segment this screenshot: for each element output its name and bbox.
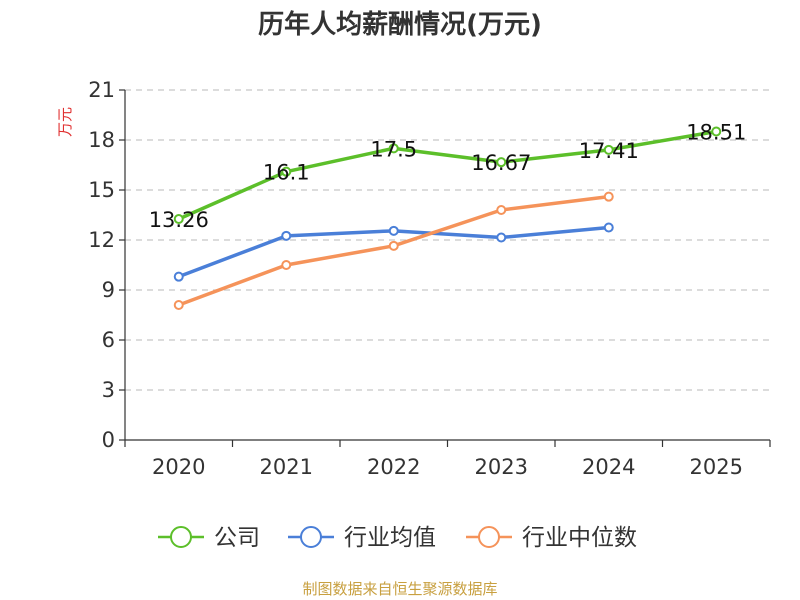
x-tick-label-2024: 2024 bbox=[582, 455, 635, 479]
series-0-point-2023[interactable] bbox=[496, 157, 507, 168]
data-labels: 13.26 16.1 17.5 16.67 17.41 18.51 bbox=[149, 121, 747, 233]
legend-marker-0 bbox=[170, 526, 192, 548]
data-label-2020: 13.26 bbox=[149, 208, 209, 232]
series-layer bbox=[173, 126, 722, 310]
axes: 0 3 6 9 12 15 18 21 2020 2021 2022 2023 2024 2025 bbox=[88, 78, 771, 479]
y-tick-label-3: 3 bbox=[102, 378, 115, 402]
y-tick-label-0: 0 bbox=[102, 428, 115, 452]
series-2-point-2024[interactable] bbox=[603, 191, 614, 202]
x-tick-label-2025: 2025 bbox=[690, 455, 743, 479]
grid-lines bbox=[125, 89, 770, 391]
series-1-point-2024[interactable] bbox=[603, 222, 614, 233]
data-label-2025: 18.51 bbox=[686, 121, 746, 145]
series-0-point-2025[interactable] bbox=[711, 126, 722, 137]
legend-marker-1 bbox=[300, 526, 322, 548]
series-1-point-2020[interactable] bbox=[173, 271, 184, 282]
series-2-point-2020[interactable] bbox=[173, 300, 184, 310]
data-label-2022: 17.5 bbox=[370, 137, 417, 161]
series-1-point-2023[interactable] bbox=[496, 232, 507, 243]
series-2-point-2021[interactable] bbox=[281, 260, 292, 270]
y-tick-label-18: 18 bbox=[88, 128, 115, 152]
legend-label-1[interactable]: 行业均值 bbox=[344, 525, 436, 551]
x-tick-label-2022: 2022 bbox=[367, 455, 420, 479]
series-line-0 bbox=[178, 129, 717, 221]
x-tick-label-2023: 2023 bbox=[475, 455, 528, 479]
series-0-point-2020[interactable] bbox=[173, 214, 184, 224]
legend-label-2[interactable]: 行业中位数 bbox=[522, 525, 637, 551]
legend-marker-2 bbox=[478, 526, 500, 548]
legend[interactable]: 公司 行业均值 行业中位数 bbox=[158, 525, 637, 551]
y-tick-label-9: 9 bbox=[102, 278, 115, 302]
series-1-point-2022[interactable] bbox=[388, 225, 399, 236]
x-tick-label-2021: 2021 bbox=[260, 455, 313, 479]
source-note: 制图数据来自恒生聚源数据库 bbox=[302, 580, 497, 598]
y-tick-label-6: 6 bbox=[102, 328, 115, 352]
data-label-2023: 16.67 bbox=[471, 151, 531, 175]
y-axis-label: 万元 bbox=[56, 107, 74, 137]
y-tick-label-21: 21 bbox=[88, 78, 115, 102]
series-0-point-2022[interactable] bbox=[388, 143, 399, 154]
chart-title: 历年人均薪酬情况(万元) bbox=[258, 9, 542, 40]
series-1-point-2021[interactable] bbox=[281, 230, 292, 241]
series-0-point-2024[interactable] bbox=[603, 144, 614, 155]
data-label-2021: 16.1 bbox=[263, 161, 310, 185]
series-2-point-2022[interactable] bbox=[388, 240, 399, 251]
series-2-point-2023[interactable] bbox=[496, 205, 507, 215]
series-0-point-2021[interactable] bbox=[281, 166, 292, 177]
y-tick-label-15: 15 bbox=[88, 178, 115, 202]
y-tick-label-12: 12 bbox=[88, 228, 115, 252]
data-label-2024: 17.41 bbox=[579, 139, 639, 163]
x-tick-label-2020: 2020 bbox=[152, 455, 205, 479]
legend-label-0[interactable]: 公司 bbox=[214, 525, 260, 551]
